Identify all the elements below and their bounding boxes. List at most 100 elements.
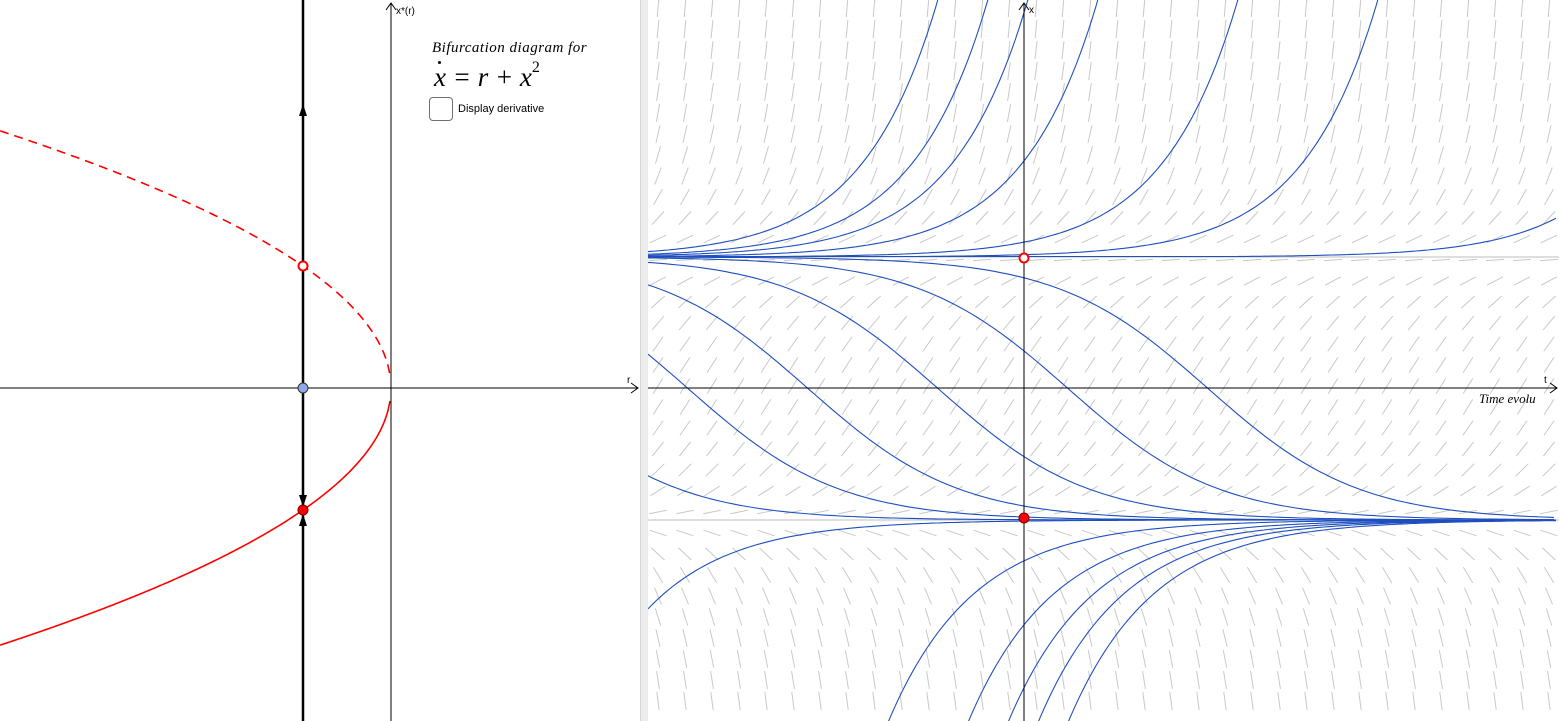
slope-segment	[1325, 485, 1341, 497]
slope-segment	[1029, 547, 1043, 561]
slope-segment	[682, 104, 688, 122]
slope-segment	[1380, 315, 1394, 331]
slope-segment	[1246, 357, 1258, 373]
slope-segment	[1520, 41, 1524, 59]
slope-segment	[1107, 258, 1127, 262]
slope-segment	[1059, 587, 1067, 605]
display-derivative-checkbox[interactable]	[429, 97, 453, 121]
slope-segment	[953, 62, 957, 80]
slope-segment	[757, 234, 775, 244]
display-derivative-row[interactable]: Display derivative	[429, 97, 544, 121]
slope-segment	[652, 399, 664, 415]
slope-segment	[1412, 692, 1416, 710]
slope-segment	[1168, 125, 1174, 143]
unstable-fixed-point-time[interactable]	[1018, 252, 1030, 264]
slope-segment	[1111, 441, 1123, 457]
slope-segment	[1115, 19, 1119, 39]
slope-segment	[1169, 62, 1173, 80]
slope-segment	[816, 608, 824, 626]
slope-segment	[818, 671, 822, 689]
slope-segment	[1223, 0, 1227, 18]
slope-segment	[1272, 211, 1286, 225]
slope-segment	[924, 167, 932, 185]
slope-segment	[1169, 19, 1173, 39]
slope-segment	[1192, 378, 1204, 394]
slope-segment	[1493, 83, 1497, 101]
slope-segment	[1410, 587, 1418, 605]
slope-segment	[1030, 567, 1042, 583]
panel-divider[interactable]	[640, 0, 648, 721]
trajectory-curve	[1008, 519, 1556, 721]
slope-segment	[703, 276, 721, 286]
slope-segment	[710, 671, 714, 689]
slope-segment	[1060, 125, 1066, 143]
slope-segment	[1303, 125, 1309, 143]
slope-segment	[1221, 587, 1229, 605]
slope-segment	[1164, 463, 1178, 477]
trajectories	[648, 0, 1557, 721]
slope-segment	[1191, 463, 1205, 477]
slope-segment	[1331, 692, 1335, 710]
slope-segment	[1384, 125, 1390, 143]
slope-segment	[1377, 258, 1397, 262]
slope-segment	[1000, 509, 1018, 515]
slope-segment	[1084, 378, 1096, 394]
slope-segment	[789, 587, 797, 605]
stable-fixed-point[interactable]	[297, 504, 309, 516]
current-r-point[interactable]	[297, 382, 309, 394]
slope-segment	[734, 188, 744, 206]
slope-segment	[651, 463, 665, 477]
slope-segment	[1060, 650, 1066, 668]
slope-segment	[791, 19, 795, 39]
slope-segment	[1058, 188, 1068, 206]
slope-segment	[951, 587, 959, 605]
slope-segment	[1032, 167, 1040, 185]
slope-segment	[1004, 188, 1014, 206]
slope-segment	[1383, 608, 1391, 626]
slope-segment	[649, 276, 667, 286]
slope-segment	[760, 567, 772, 583]
slope-segment	[1464, 587, 1472, 605]
slope-segment	[1385, 19, 1389, 39]
slope-segment	[1327, 567, 1339, 583]
equation-rhs: = r + x	[452, 62, 532, 92]
slope-segment	[1114, 650, 1120, 668]
slope-segment	[1034, 692, 1038, 710]
slope-segment	[1330, 629, 1336, 647]
slope-segment	[1542, 315, 1556, 331]
slope-segment	[1030, 378, 1042, 394]
slope-segment	[817, 650, 823, 668]
unstable-fixed-point[interactable]	[297, 260, 309, 272]
slope-segment	[1384, 146, 1390, 164]
slope-segment	[1299, 547, 1313, 561]
slope-segment	[730, 509, 748, 515]
slope-segment	[1219, 399, 1231, 415]
slope-segment	[679, 567, 691, 583]
xstar-axis-arrow-icon	[385, 2, 397, 11]
slope-segment	[1438, 650, 1444, 668]
slope-segment	[1277, 0, 1281, 18]
slope-segment	[1462, 336, 1474, 352]
slope-segment	[703, 234, 721, 244]
slope-segment	[818, 19, 822, 39]
slope-segment	[656, 19, 660, 39]
slope-segment	[1354, 567, 1366, 583]
slope-segment	[654, 587, 662, 605]
slope-segment	[1057, 357, 1069, 373]
slope-segment	[1352, 485, 1368, 497]
slope-field	[648, 0, 1559, 710]
slope-segment	[1054, 529, 1072, 537]
stable-fixed-point-time[interactable]	[1018, 512, 1030, 524]
slope-segment	[868, 567, 880, 583]
slope-segment	[1111, 336, 1123, 352]
slope-segment	[952, 125, 958, 143]
slope-segment	[1461, 315, 1475, 331]
slope-segment	[1223, 83, 1227, 101]
slope-segment	[1246, 420, 1258, 436]
slope-segment	[1436, 188, 1446, 206]
stable-branch	[0, 400, 391, 646]
slope-segment	[814, 357, 826, 373]
time-evolution-panel: t x Time evolu	[648, 0, 1559, 721]
slope-segment	[973, 509, 991, 515]
slope-segment	[867, 211, 881, 225]
